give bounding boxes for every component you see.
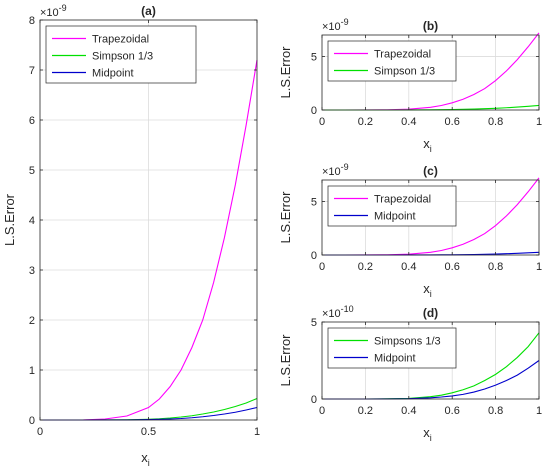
panel-title: (d)	[423, 306, 438, 320]
panel-a: 0 0.5 1 0 1 2 3 4 5 6 7 8 ×10-9 (a) L.S.Error xi Trapezo…	[2, 3, 260, 468]
panel-b: 0 0.2 0.4 0.6 0.8 1 0 5 ×10-9 (b) L.S.Error xi Trape…	[278, 17, 542, 154]
x-tick-label: 1	[536, 261, 542, 273]
y-tick-label: 1	[29, 365, 35, 377]
x-axis-label: xi	[141, 450, 150, 468]
legend-box	[327, 327, 457, 369]
x-axis-label: xi	[423, 136, 432, 154]
y-tick-label: 4	[29, 215, 35, 227]
legend-label: Simpsons 1/3	[374, 336, 441, 348]
x-tick-label: 0.4	[401, 116, 416, 128]
exponent-power: -10	[341, 304, 354, 314]
exponent-base: ×10	[322, 166, 341, 178]
x-axis-label-sub: i	[430, 289, 432, 299]
y-tick-label: 6	[29, 115, 35, 127]
plot-frame	[321, 34, 540, 111]
y-tick-label: 0	[311, 105, 317, 117]
panel-title: (a)	[141, 4, 156, 18]
x-axis-label-main: x	[423, 425, 430, 440]
y-tick-label: 0	[311, 250, 317, 262]
x-tick-label: 0.4	[401, 405, 416, 417]
legend-box	[327, 40, 457, 82]
panel-title: (b)	[423, 19, 438, 33]
legend: Trapezoidal Simpson 1/3	[327, 40, 457, 82]
x-tick-label: 0	[37, 426, 43, 438]
x-tick-label: 0.6	[445, 405, 460, 417]
legend: Simpsons 1/3 Midpoint	[327, 327, 457, 369]
legend-label: Midpoint	[92, 68, 134, 80]
exponent-base: ×10	[322, 308, 341, 320]
legend-label: Simpson 1/3	[374, 66, 435, 78]
x-tick-label: 0	[319, 116, 325, 128]
y-tick-label: 8	[29, 15, 35, 27]
plot-frame	[321, 179, 540, 256]
legend-box	[327, 185, 457, 227]
x-axis-label-main: x	[423, 136, 430, 151]
legend-label: Trapezoidal	[92, 34, 149, 46]
exponent-base: ×10	[40, 7, 59, 19]
y-exponent-label: ×10-10	[322, 304, 354, 320]
legend-label: Trapezoidal	[374, 49, 431, 61]
y-exponent-label: ×10-9	[322, 162, 349, 178]
x-tick-label: 1	[254, 426, 260, 438]
exponent-power: -9	[341, 162, 349, 172]
y-tick-label: 2	[29, 315, 35, 327]
x-tick-label: 0.5	[141, 426, 156, 438]
y-tick-label: 5	[311, 196, 317, 208]
y-axis-label: L.S.Error	[278, 46, 293, 99]
exponent-power: -9	[59, 3, 67, 13]
x-tick-label: 0	[319, 261, 325, 273]
y-exponent-label: ×10-9	[40, 3, 67, 19]
panel-title: (c)	[423, 164, 438, 178]
y-tick-label: 5	[29, 165, 35, 177]
x-axis-label-sub: i	[148, 458, 150, 468]
legend-label: Trapezoidal	[374, 194, 431, 206]
y-axis-label: L.S.Error	[278, 334, 293, 387]
legend: Trapezoidal Midpoint	[327, 185, 457, 227]
x-tick-label: 0.6	[445, 116, 460, 128]
y-axis-label: L.S.Error	[278, 191, 293, 244]
x-tick-label: 0.8	[488, 405, 503, 417]
y-tick-label: 0	[29, 415, 35, 427]
y-tick-label: 3	[29, 265, 35, 277]
y-axis-label: L.S.Error	[2, 193, 17, 246]
legend-label: Simpson 1/3	[92, 51, 153, 63]
x-tick-label: 1	[536, 116, 542, 128]
x-tick-label: 1	[536, 405, 542, 417]
legend-box	[45, 25, 197, 84]
plot-frame	[321, 321, 540, 400]
panel-d: 0 0.2 0.4 0.6 0.8 1 0 5 ×10-10 (d) L.S.Error xi Simp…	[278, 304, 542, 443]
x-axis-label-main: x	[141, 450, 148, 465]
x-axis-label-sub: i	[430, 144, 432, 154]
x-tick-label: 0.8	[488, 261, 503, 273]
x-tick-label: 0.2	[358, 405, 373, 417]
exponent-power: -9	[341, 17, 349, 27]
x-tick-label: 0.4	[401, 261, 416, 273]
y-tick-label: 7	[29, 65, 35, 77]
panel-c: 0 0.2 0.4 0.6 0.8 1 0 5 ×10-9 (c) L.S.Error xi Trape…	[278, 162, 542, 299]
exponent-base: ×10	[322, 21, 341, 33]
legend-label: Midpoint	[374, 211, 416, 223]
legend: Trapezoidal Simpson 1/3 Midpoint	[45, 25, 197, 84]
x-tick-label: 0.2	[358, 116, 373, 128]
legend-label: Midpoint	[374, 353, 416, 365]
x-axis-label: xi	[423, 281, 432, 299]
y-tick-label: 5	[311, 51, 317, 63]
x-tick-label: 0.8	[488, 116, 503, 128]
x-axis-label-main: x	[423, 281, 430, 296]
x-tick-label: 0.2	[358, 261, 373, 273]
y-tick-label: 0	[311, 394, 317, 406]
y-tick-label: 5	[311, 317, 317, 329]
x-axis-label-sub: i	[430, 433, 432, 443]
x-axis-label: xi	[423, 425, 432, 443]
x-tick-label: 0	[319, 405, 325, 417]
x-tick-label: 0.6	[445, 261, 460, 273]
y-exponent-label: ×10-9	[322, 17, 349, 33]
